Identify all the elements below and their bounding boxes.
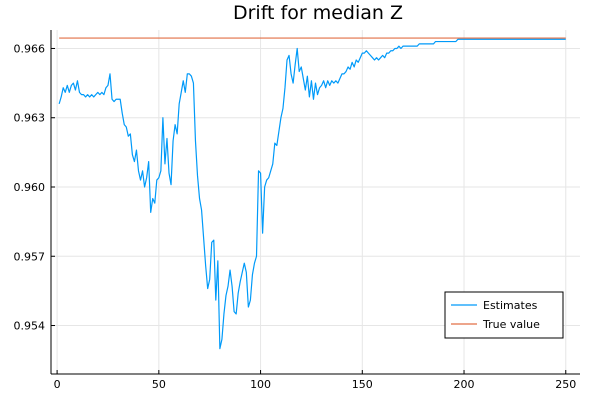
chart-title: Drift for median Z <box>233 2 403 24</box>
y-tick-label: 0.960 <box>14 181 46 194</box>
legend-entry-label: True value <box>482 318 540 331</box>
y-tick-label: 0.963 <box>14 112 46 125</box>
legend-entry-label: Estimates <box>483 299 538 312</box>
x-tick-label: 100 <box>250 378 271 391</box>
y-tick-label: 0.966 <box>14 42 46 55</box>
axes: 0 50 100 150 200 250 0.954 0.957 0.960 0.963 0.966 <box>14 30 580 391</box>
x-tick-label: 50 <box>152 378 166 391</box>
x-tick-label: 250 <box>555 378 576 391</box>
legend-box <box>444 291 564 339</box>
x-tick-label: 150 <box>352 378 373 391</box>
series-line-estimates <box>58 38 566 350</box>
legend: Estimates True value <box>444 291 564 339</box>
grid-lines <box>51 30 580 374</box>
y-tick-label: 0.957 <box>14 250 46 263</box>
x-tick-label: 200 <box>454 378 475 391</box>
series-lines <box>58 37 566 350</box>
x-tick-label: 0 <box>54 378 61 391</box>
y-tick-label: 0.954 <box>14 320 46 333</box>
